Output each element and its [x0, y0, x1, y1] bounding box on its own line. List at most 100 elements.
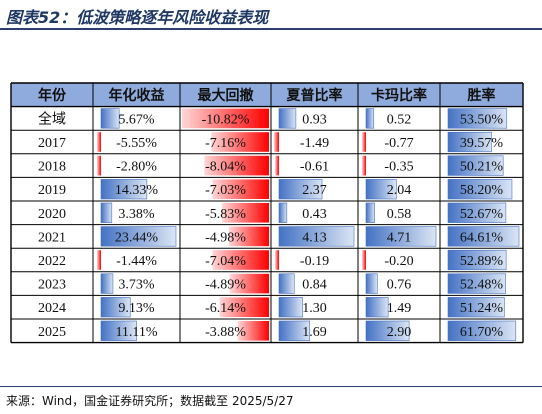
- drawdown-bar: [212, 179, 269, 199]
- drawdown-bar: [222, 203, 269, 223]
- cell-value: -4.98%: [205, 230, 246, 245]
- cell-value: -1.49: [300, 136, 329, 151]
- positive-bar: [100, 108, 120, 129]
- cell-value: 1.30: [302, 301, 327, 316]
- drawdown-bar: [219, 297, 269, 317]
- row-label: 2020: [38, 207, 66, 222]
- cell-value: 0.58: [387, 207, 412, 222]
- drawdown-bar: [237, 321, 269, 341]
- cell-value: 0.52: [387, 112, 412, 127]
- positive-bar: [447, 179, 513, 200]
- header-row-bg: [11, 83, 523, 107]
- cell-value: 58.20%: [460, 183, 504, 198]
- positive-bar: [100, 320, 137, 341]
- column-header: 卡玛比率: [371, 87, 427, 104]
- negative-bar: [362, 250, 366, 270]
- positive-bar: [365, 297, 389, 318]
- negative-bar: [362, 155, 366, 176]
- positive-bar: [100, 297, 131, 318]
- cell-value: 0.43: [302, 207, 327, 222]
- cell-value: 23.44%: [115, 230, 159, 245]
- cell-value: -0.19: [300, 254, 329, 269]
- positive-bar: [278, 202, 288, 223]
- negative-bar: [97, 155, 101, 176]
- positive-bar: [100, 226, 177, 247]
- positive-bar: [278, 273, 295, 294]
- cell-value: 52.89%: [460, 254, 504, 269]
- column-header: 年份: [38, 87, 67, 104]
- cell-value: 4.13: [302, 230, 327, 245]
- positive-bar: [365, 108, 375, 129]
- cell-value: 52.67%: [460, 207, 504, 222]
- cell-value: -7.03%: [205, 183, 246, 198]
- positive-bar: [278, 108, 297, 129]
- cell-value: 2.37: [302, 183, 327, 198]
- cell-value: -10.82%: [202, 112, 250, 127]
- cell-value: -3.88%: [205, 325, 246, 340]
- cell-value: 2.90: [387, 325, 412, 340]
- positive-bar: [278, 320, 310, 341]
- cell-value: 50.21%: [460, 160, 504, 175]
- positive-bar: [100, 179, 148, 200]
- column-header: 最大回撤: [198, 87, 254, 104]
- negative-bar: [275, 155, 279, 176]
- cell-value: 0.93: [302, 112, 327, 127]
- row-label: 2022: [38, 254, 66, 269]
- positive-bar: [278, 297, 303, 318]
- cell-value: -1.44%: [116, 254, 157, 269]
- cell-value: 51.24%: [460, 301, 504, 316]
- positive-bar: [447, 155, 504, 176]
- drawdown-bar: [228, 226, 269, 247]
- cell-value: 3.38%: [118, 207, 155, 222]
- row-label: 2025: [38, 325, 66, 340]
- positive-bar: [100, 273, 114, 294]
- cell-value: 2.04: [387, 183, 412, 198]
- cell-value: 0.76: [387, 278, 412, 293]
- cell-value: -5.83%: [205, 207, 246, 222]
- positive-bar: [100, 202, 113, 223]
- negative-bar: [273, 132, 279, 152]
- positive-bar: [447, 273, 506, 294]
- title-rule: [0, 28, 542, 30]
- cell-value: -0.77: [384, 136, 413, 151]
- drawdown-bar: [212, 250, 269, 270]
- cell-value: 3.73%: [118, 278, 155, 293]
- positive-bar: [365, 202, 375, 223]
- negative-bar: [97, 250, 101, 270]
- row-label: 2021: [38, 230, 66, 245]
- row-label: 2023: [38, 278, 66, 293]
- cell-value: -7.04%: [205, 254, 246, 269]
- row-label: 2018: [38, 160, 66, 175]
- cell-value: 64.61%: [460, 230, 504, 245]
- cell-value: -8.04%: [205, 160, 246, 175]
- cell-value: -0.20: [384, 254, 413, 269]
- cell-value: 53.50%: [460, 112, 504, 127]
- column-header: 胜率: [468, 87, 496, 104]
- cell-value: 39.57%: [460, 136, 504, 151]
- positive-bar: [365, 320, 410, 341]
- cell-value: 1.69: [302, 325, 327, 340]
- negative-bar: [275, 250, 279, 270]
- cell-value: -4.89%: [205, 278, 246, 293]
- source-note: 来源：Wind，国金证券研究所；数据截至 2025/5/27: [6, 394, 294, 408]
- cell-value: 11.11%: [115, 325, 157, 340]
- positive-bar: [447, 249, 507, 271]
- drawdown-bar: [204, 155, 269, 176]
- positive-bar: [447, 131, 492, 153]
- row-label: 2019: [38, 183, 66, 198]
- positive-bar: [447, 108, 508, 129]
- cell-value: -0.61: [300, 160, 329, 175]
- positive-bar: [447, 297, 505, 318]
- cell-value: 52.48%: [460, 278, 504, 293]
- positive-bar: [365, 226, 437, 247]
- column-header: 年化收益: [109, 87, 165, 104]
- cell-value: 61.70%: [460, 325, 504, 340]
- source-rule: [0, 386, 542, 387]
- positive-bar: [447, 226, 520, 247]
- row-label: 2017: [38, 136, 66, 151]
- cell-value: 14.33%: [115, 183, 159, 198]
- figure-title: 图表52：低波策略逐年风险收益表现: [6, 8, 269, 27]
- positive-bar: [278, 179, 323, 200]
- row-label: 全域: [38, 110, 66, 127]
